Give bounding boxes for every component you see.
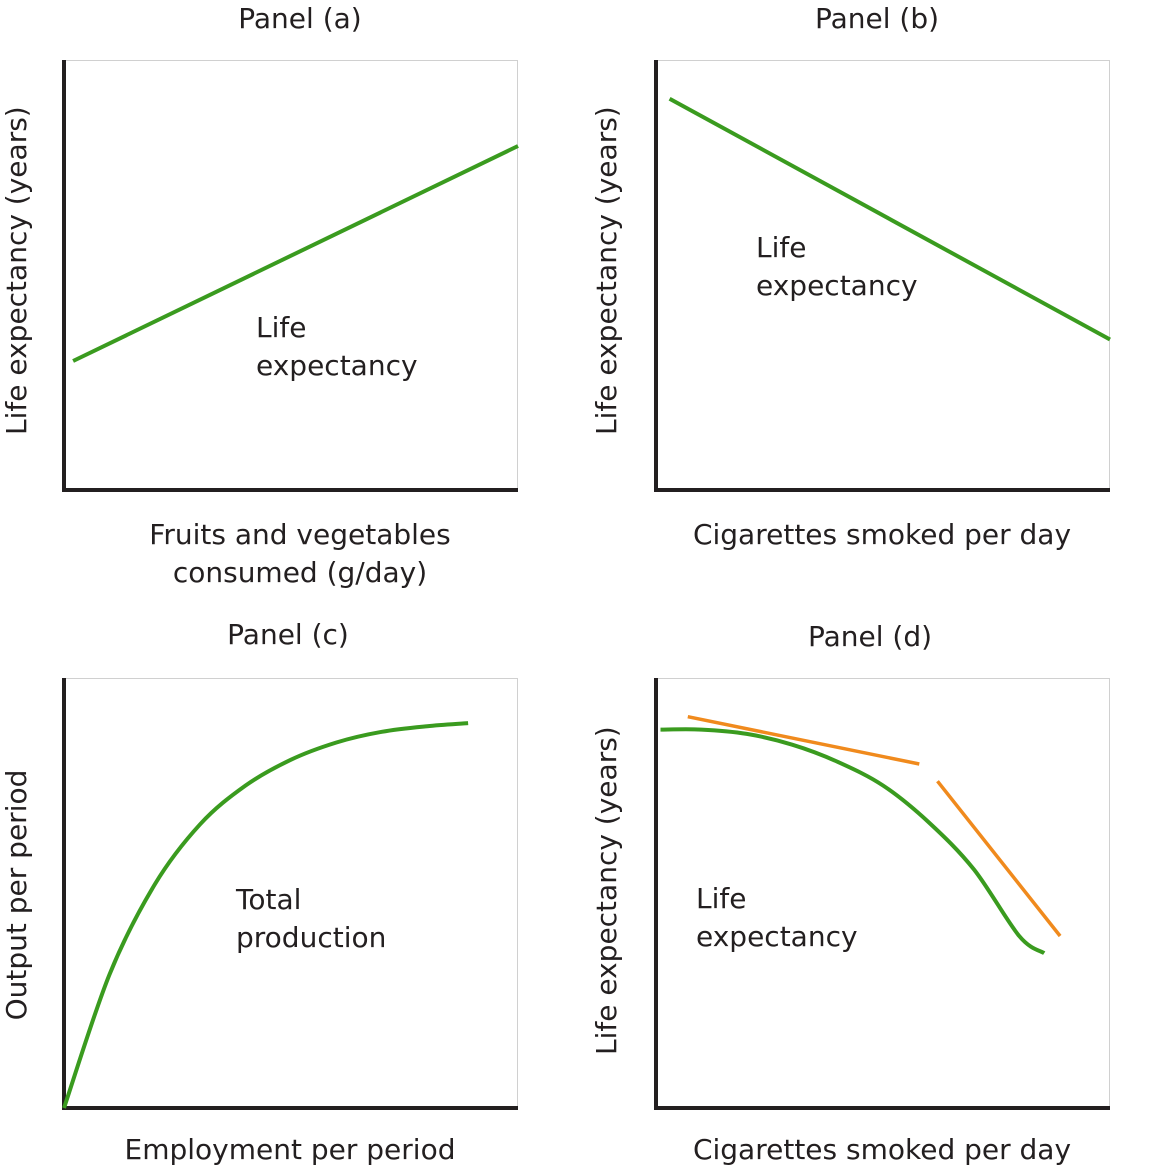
curve-label-line: Total xyxy=(236,883,302,916)
plot-area xyxy=(656,678,1110,1110)
curve-label: Life expectancy xyxy=(756,229,918,305)
curve-label-line: expectancy xyxy=(756,269,918,302)
x-axis-label-line: Employment per period xyxy=(124,1133,456,1166)
x-axis xyxy=(62,1106,518,1110)
chart-2-series-group xyxy=(62,721,469,1109)
curve-label-line: Life xyxy=(696,882,747,915)
x-axis-label: Employment per period xyxy=(90,1131,490,1169)
curve-line xyxy=(668,96,1111,342)
chart-0-series-group xyxy=(72,144,519,363)
panel-title: Panel (c) xyxy=(227,618,349,651)
panel-title: Panel (d) xyxy=(807,620,933,653)
curve-line xyxy=(660,727,1046,955)
x-axis xyxy=(654,488,1110,492)
curve-label: Life expectancy xyxy=(256,309,418,385)
tangent-line xyxy=(687,714,920,766)
curve-label: Total production xyxy=(236,881,386,957)
tangent-line xyxy=(936,780,1062,938)
panel-title: Panel (a) xyxy=(238,2,362,35)
x-axis-label: Fruits and vegetables consumed (g/day) xyxy=(100,516,500,592)
x-axis-label-line: Cigarettes smoked per day xyxy=(692,1133,1072,1166)
x-axis-label: Cigarettes smoked per day xyxy=(682,1131,1082,1169)
y-axis xyxy=(62,678,66,1110)
x-axis-label-line: Cigarettes smoked per day xyxy=(692,518,1072,551)
y-axis xyxy=(654,60,658,492)
curve-line xyxy=(62,721,469,1109)
y-axis xyxy=(62,60,66,492)
x-axis xyxy=(654,1106,1110,1110)
curve-label-line: expectancy xyxy=(256,349,418,382)
plot-area xyxy=(64,60,518,492)
y-axis xyxy=(654,678,658,1110)
plot-area xyxy=(64,678,518,1110)
curve-line xyxy=(72,144,519,363)
chart-1-series-group xyxy=(668,96,1111,342)
curve-label-line: Life xyxy=(256,311,307,344)
x-axis-label-line: Fruits and vegetables xyxy=(149,518,451,551)
curve-label-line: Life xyxy=(756,231,807,264)
x-axis xyxy=(62,488,518,492)
x-axis-label: Cigarettes smoked per day xyxy=(682,516,1082,554)
panel-title: Panel (b) xyxy=(814,2,940,35)
curve-label-line: expectancy xyxy=(696,920,858,953)
chart-3-series-group xyxy=(660,714,1062,955)
x-axis-label-line: consumed (g/day) xyxy=(172,556,428,589)
curve-label: Life expectancy xyxy=(696,880,858,956)
curve-label-line: production xyxy=(236,921,387,954)
